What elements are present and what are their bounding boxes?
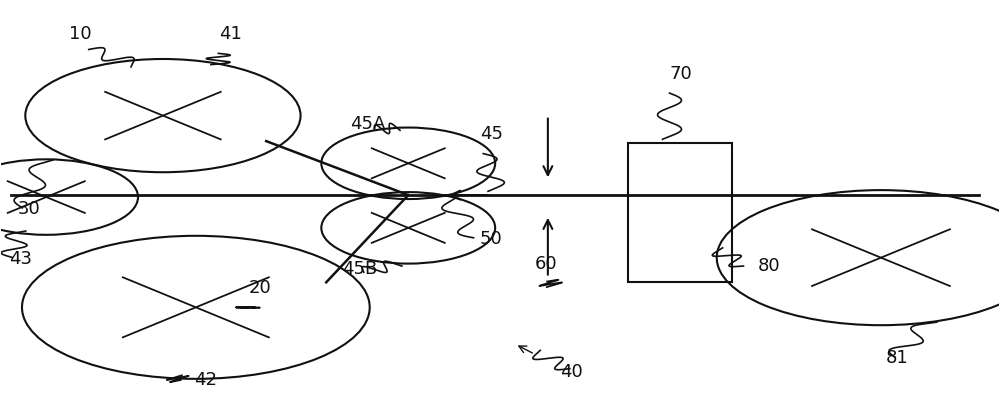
Text: 43: 43	[9, 249, 32, 268]
Text: 45B: 45B	[342, 259, 378, 278]
Text: 45: 45	[480, 126, 503, 143]
Text: 50: 50	[480, 230, 503, 248]
Text: 20: 20	[249, 279, 271, 297]
Text: 41: 41	[219, 25, 242, 43]
Text: 70: 70	[670, 65, 692, 83]
Text: 30: 30	[17, 200, 40, 218]
Bar	[628, 143, 732, 282]
Text: 81: 81	[886, 349, 909, 367]
Text: 45A: 45A	[350, 114, 386, 133]
Text: 60: 60	[535, 254, 558, 273]
Text: 40: 40	[560, 363, 583, 381]
Text: 10: 10	[69, 25, 92, 43]
Text: 42: 42	[194, 371, 217, 389]
Text: 80: 80	[757, 256, 780, 275]
